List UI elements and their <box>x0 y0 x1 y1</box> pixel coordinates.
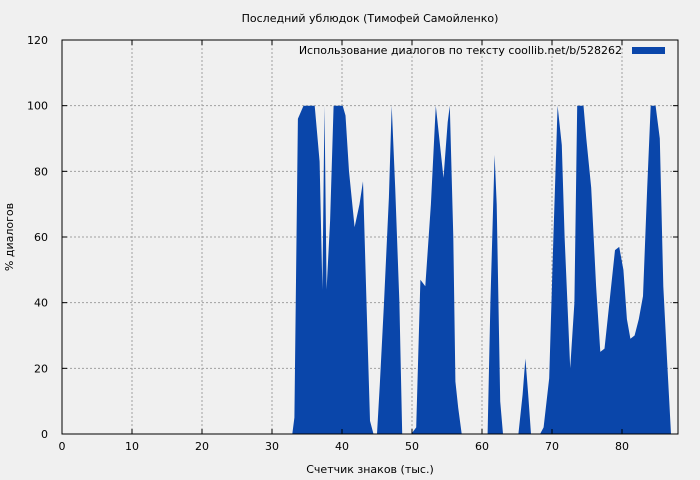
x-tick-label: 70 <box>545 440 559 453</box>
legend-label: Использование диалогов по тексту coollib… <box>299 44 622 57</box>
y-tick-label: 0 <box>41 428 48 441</box>
y-tick-label: 60 <box>34 231 48 244</box>
x-tick-label: 50 <box>405 440 419 453</box>
grid-lines <box>62 40 678 434</box>
y-axis-label: % диалогов <box>3 203 16 271</box>
area-series-layer <box>62 105 678 434</box>
chart-title: Последний ублюдок (Тимофей Самойленко) <box>242 12 499 25</box>
area-series <box>62 105 678 434</box>
x-tick-label: 0 <box>59 440 66 453</box>
y-tick-label: 100 <box>27 100 48 113</box>
legend: Использование диалогов по тексту coollib… <box>299 44 665 57</box>
x-tick-label: 80 <box>615 440 629 453</box>
legend-swatch <box>632 47 665 54</box>
y-tick-label: 120 <box>27 34 48 47</box>
x-tick-label: 30 <box>265 440 279 453</box>
x-tick-label: 60 <box>475 440 489 453</box>
x-axis-label: Счетчик знаков (тыс.) <box>306 463 434 476</box>
y-tick-label: 40 <box>34 297 48 310</box>
y-tick-label: 20 <box>34 362 48 375</box>
x-tick-label: 10 <box>125 440 139 453</box>
x-tick-label: 40 <box>335 440 349 453</box>
x-tick-label: 20 <box>195 440 209 453</box>
axis-ticks: 0 10 20 30 40 50 60 70 80 0 20 40 60 80 100 120 <box>27 34 678 453</box>
y-tick-label: 80 <box>34 165 48 178</box>
